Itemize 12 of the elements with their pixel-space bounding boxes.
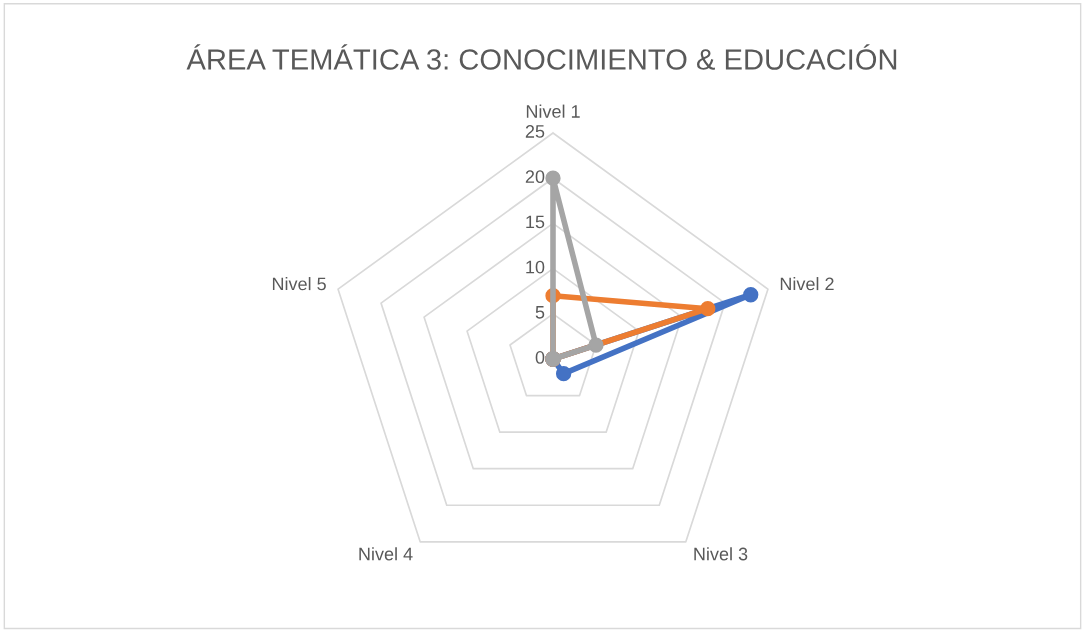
y-tick-label: 5 [535,306,545,319]
spoke-label: Nivel 4 [359,547,413,561]
y-tick-label: 25 [525,125,545,138]
chart-title: ÁREA TEMÁTICA 3: CONOCIMIENTO & EDUCACIÓN [186,44,897,70]
spoke-label: Nivel 1 [526,104,580,118]
spoke-label: Nivel 2 [780,277,834,291]
y-tick-label: 15 [526,215,545,229]
y-tick-label: 10 [526,260,545,274]
spoke-label: Nivel 3 [694,547,748,561]
y-tick-label: 20 [525,170,545,184]
y-tick-label: 0 [535,351,545,364]
spoke-label: Nivel 5 [272,277,326,291]
